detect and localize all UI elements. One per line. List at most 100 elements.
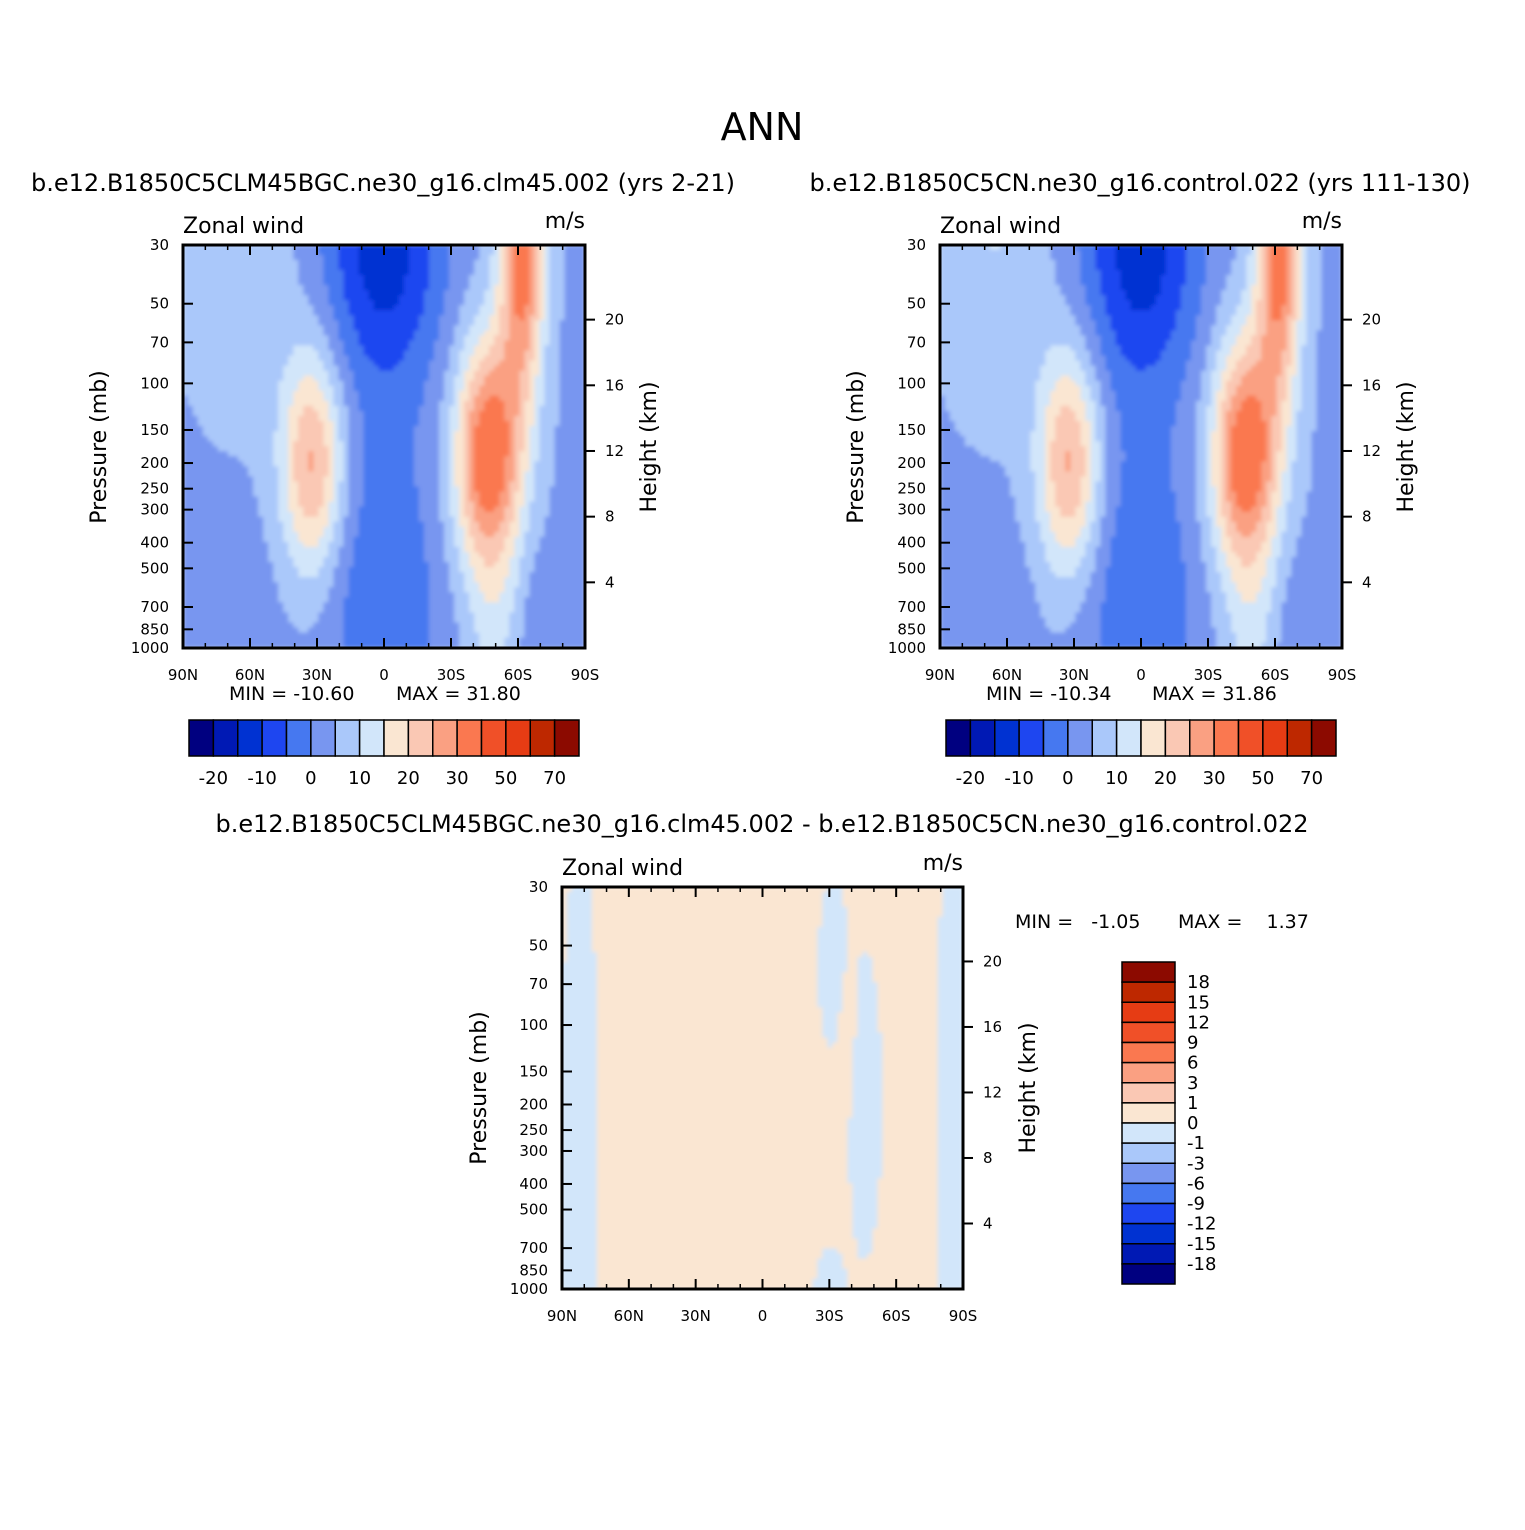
contour-cell xyxy=(464,405,470,412)
contour-cell xyxy=(237,491,244,498)
contour-cell xyxy=(398,441,405,447)
contour-cell xyxy=(358,426,365,432)
contour-cell xyxy=(227,345,234,352)
contour-cell xyxy=(549,436,556,442)
contour-cell xyxy=(338,531,345,538)
contour-cell xyxy=(258,541,264,548)
contour-cell xyxy=(183,390,189,397)
contour-cell xyxy=(393,446,400,452)
contour-cell xyxy=(549,426,556,432)
contour-cell xyxy=(454,400,460,407)
contour-cell xyxy=(474,511,480,518)
contour-cell xyxy=(509,335,515,342)
contour-cell xyxy=(187,421,194,427)
contour-cell xyxy=(197,300,204,306)
contour-cell xyxy=(398,360,405,367)
contour-cell xyxy=(529,264,536,271)
contour-cell xyxy=(524,320,531,326)
contour-cell xyxy=(433,491,440,498)
contour-cell xyxy=(559,310,566,316)
contour-cell xyxy=(433,476,440,483)
contour-cell xyxy=(569,415,576,422)
contour-cell xyxy=(574,516,581,523)
contour-cell xyxy=(433,300,440,306)
contour-cell xyxy=(197,405,204,412)
contour-cell xyxy=(544,285,551,291)
contour-cell xyxy=(564,526,571,533)
contour-cell xyxy=(353,355,360,362)
contour-cell xyxy=(494,456,500,462)
contour-cell xyxy=(338,410,345,417)
contour-cell xyxy=(192,355,199,362)
contour-cell xyxy=(494,254,500,261)
contour-cell xyxy=(227,310,234,316)
contour-cell xyxy=(323,436,330,442)
contour-cell xyxy=(338,431,345,437)
contour-cell xyxy=(423,269,430,276)
contour-cell xyxy=(564,375,571,382)
contour-cell xyxy=(328,516,335,523)
contour-cell xyxy=(378,285,385,291)
contour-cell xyxy=(253,355,259,362)
contour-cell xyxy=(258,335,264,342)
contour-cell xyxy=(574,360,581,367)
contour-cell xyxy=(393,541,400,548)
contour-cell xyxy=(318,461,325,467)
contour-cell xyxy=(469,274,475,281)
contour-cell xyxy=(318,380,325,387)
contour-cell xyxy=(237,390,244,397)
contour-cell xyxy=(484,249,490,256)
contour-cell xyxy=(469,360,475,367)
contour-cell xyxy=(232,405,239,412)
contour-cell xyxy=(313,360,319,367)
contour-cell xyxy=(323,285,330,291)
contour-cell xyxy=(494,511,500,518)
contour-cell xyxy=(308,330,314,336)
contour-cell xyxy=(278,481,284,488)
contour-cell xyxy=(353,345,360,352)
contour-cell xyxy=(539,340,546,347)
contour-cell xyxy=(574,245,581,251)
contour-cell xyxy=(534,410,541,417)
contour-cell xyxy=(227,431,234,437)
contour-cell xyxy=(489,506,495,513)
contour-cell xyxy=(248,436,254,442)
contour-cell xyxy=(524,340,531,347)
contour-cell xyxy=(464,315,470,321)
contour-cell xyxy=(534,245,541,251)
contour-cell xyxy=(554,300,561,306)
contour-cell xyxy=(217,345,224,352)
contour-cell xyxy=(202,516,209,523)
contour-cell xyxy=(529,259,536,266)
contour-cell xyxy=(559,295,566,301)
contour-cell xyxy=(308,446,314,452)
contour-cell xyxy=(484,496,490,503)
contour-cell xyxy=(237,325,244,331)
contour-cell xyxy=(454,541,460,548)
contour-cell xyxy=(227,295,234,301)
contour-cell xyxy=(202,355,209,362)
contour-cell xyxy=(283,249,289,256)
contour-cell xyxy=(363,365,370,372)
contour-cell xyxy=(464,330,470,336)
contour-cell xyxy=(444,521,450,528)
contour-cell xyxy=(288,466,294,472)
contour-cell xyxy=(398,350,405,357)
contour-cell xyxy=(554,335,561,342)
contour-cell xyxy=(459,471,465,478)
contour-cell xyxy=(398,320,405,326)
contour-cell xyxy=(258,466,264,472)
contour-cell xyxy=(303,461,309,467)
contour-cell xyxy=(343,501,350,508)
panel-control-a: b.e12.B1850C5CLM45BGC.ne30_g16.clm45.002… xyxy=(31,169,735,789)
contour-cell xyxy=(413,441,420,447)
contour-cell xyxy=(288,300,294,306)
contour-cell xyxy=(192,335,199,342)
contour-cell xyxy=(308,531,314,538)
contour-cell xyxy=(564,350,571,357)
contour-cell xyxy=(514,335,520,342)
contour-cell xyxy=(293,526,299,533)
contour-cell xyxy=(273,279,279,286)
contour-cell xyxy=(479,380,485,387)
contour-cell xyxy=(303,340,309,347)
